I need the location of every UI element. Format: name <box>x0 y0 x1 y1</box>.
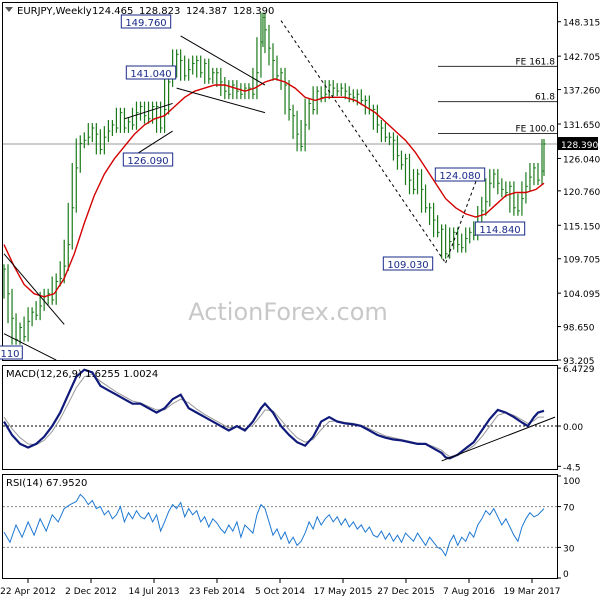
x-tick-label: 27 Dec 2015 <box>377 587 435 597</box>
channel-lower-line <box>3 333 57 361</box>
x-tick-label: 14 Jul 2013 <box>129 587 180 597</box>
macd-axis: 6.4729 0.00 -4.5 <box>557 365 595 473</box>
price-annotation-box <box>120 14 172 29</box>
header-close: 128.390 <box>233 6 274 17</box>
x-tick-label: 22 Apr 2012 <box>0 587 56 597</box>
x-tick-label: 7 Aug 2016 <box>443 587 495 597</box>
flag-upper-line <box>124 102 173 120</box>
price-tick-label: 137.260 <box>563 87 600 97</box>
wedge-lower-line <box>176 87 266 114</box>
price-reference-lines: FE 161.8 61.8 FE 100.0 <box>3 57 557 145</box>
macd-lines <box>3 368 557 462</box>
wedge-upper-line <box>180 35 266 86</box>
rsi-axis: 100 70 30 0 <box>557 475 580 580</box>
rsi-panel-frame <box>2 474 558 579</box>
price-annotation-label: 114.840 <box>479 225 520 236</box>
fib-level-label: FE 100.0 <box>516 125 556 135</box>
price-tick-label: 109.705 <box>563 256 600 266</box>
price-tick-label: 115.150 <box>563 222 600 232</box>
rsi-line <box>3 493 557 557</box>
header-open: 124.465 <box>92 6 133 17</box>
decline-projection-line <box>280 20 447 264</box>
channel-upper-line <box>3 253 65 325</box>
price-annotation-box <box>474 221 526 236</box>
macd-tick-label: -4.5 <box>563 463 581 473</box>
macd-panel-frame <box>2 365 558 470</box>
rsi-tick-label: 70 <box>563 504 575 514</box>
price-tick-label: 98.650 <box>563 324 595 334</box>
price-annotation-label: 141.040 <box>130 69 171 80</box>
price-annotation-box <box>382 256 434 271</box>
rsi-tick-label: 30 <box>563 544 575 554</box>
x-axis: 22 Apr 2012 2 Dec 2012 14 Jul 2013 23 Feb 2… <box>0 579 561 597</box>
price-annotation-box <box>122 152 174 167</box>
rebound-projection-line <box>445 170 481 264</box>
price-annotation-label: 126.090 <box>127 156 168 167</box>
x-tick-label: 2 Dec 2012 <box>65 587 117 597</box>
price-tick-label: 131.650 <box>563 121 600 131</box>
x-tick-label: 19 Mar 2017 <box>503 587 560 597</box>
price-annotation-box <box>434 167 486 182</box>
fib-level-label: FE 161.8 <box>516 57 556 67</box>
x-tick-label: 5 Oct 2014 <box>255 587 305 597</box>
price-annotation-box <box>125 65 177 80</box>
x-tick-label: 17 May 2015 <box>314 587 373 597</box>
price-tick-label: 142.705 <box>563 53 600 63</box>
current-price-box <box>558 137 598 151</box>
price-tick-label: 148.315 <box>563 19 600 29</box>
fib-level-label: 61.8 <box>535 93 555 103</box>
price-annotation-label: 124.080 <box>439 171 480 182</box>
price-tick-label: 104.095 <box>563 290 600 300</box>
rsi-label: RSI(14) 67.9520 <box>6 478 87 489</box>
macd-tick-label: 0.00 <box>563 423 583 433</box>
price-annotation-box <box>0 345 23 360</box>
price-annotation-label: 109.030 <box>387 260 428 271</box>
macd-tick-label: 6.4729 <box>563 365 595 375</box>
header-high: 128.823 <box>139 6 180 17</box>
moving-average-line <box>3 78 545 298</box>
price-annotation-label: 110 <box>0 349 19 360</box>
current-price-label: 128.390 <box>561 141 598 151</box>
x-tick-label: 23 Feb 2014 <box>189 587 245 597</box>
header-symbol: EURJPY,Weekly <box>17 6 92 17</box>
price-tick-label: 120.760 <box>563 188 600 198</box>
header-low: 124.387 <box>186 6 227 17</box>
collapse-arrow-icon <box>5 7 13 12</box>
watermark: ActionForex.com <box>188 298 388 326</box>
ohlc-header: EURJPY,Weekly 124.465 128.823 124.387 12… <box>5 6 274 17</box>
price-annotation-label: 149.760 <box>125 18 166 29</box>
price-annotations: 149.760 141.040 126.090 124.080 114.840 109.0… <box>0 14 526 360</box>
price-tick-label: 93.205 <box>563 357 595 367</box>
macd-trendline <box>441 416 556 462</box>
rsi-tick-label: 0 <box>563 570 569 580</box>
macd-label: MACD(12,26,9) 1.6255 1.0024 <box>6 369 158 380</box>
macd-line <box>3 368 545 460</box>
price-axis: 148.315 142.705 137.260 131.650 126.040 120.7… <box>557 19 600 367</box>
rsi-line <box>3 493 545 557</box>
price-tick-label: 126.040 <box>563 155 600 165</box>
rsi-tick-label: 100 <box>563 477 580 487</box>
